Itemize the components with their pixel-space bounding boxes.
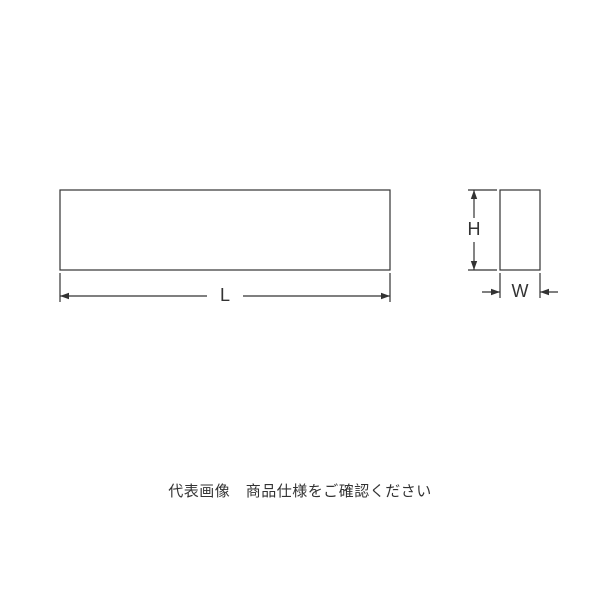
svg-text:H: H <box>468 219 481 239</box>
dimension-diagram: L H W <box>0 180 600 360</box>
caption-text: 代表画像 商品仕様をご確認ください <box>0 480 600 501</box>
stage: L H W 代表画像 商品仕様をご確認ください <box>0 0 600 600</box>
svg-text:W: W <box>512 281 529 301</box>
diagram-svg: L H W <box>0 180 600 360</box>
svg-text:L: L <box>220 285 230 305</box>
